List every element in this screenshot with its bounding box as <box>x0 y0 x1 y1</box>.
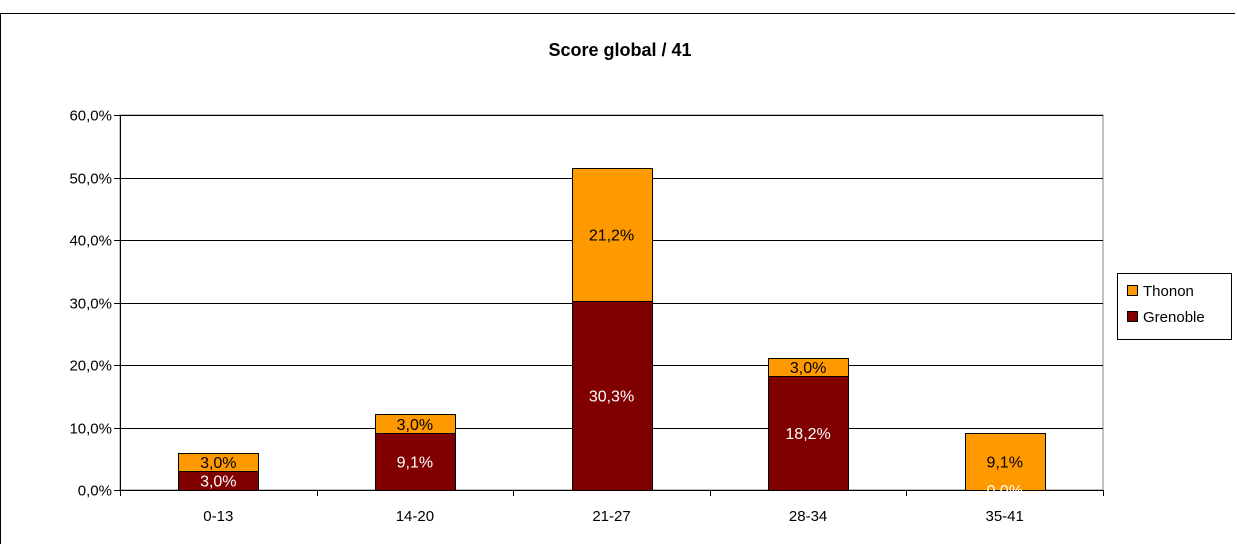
data-label-thonon: 9,1% <box>986 455 1022 472</box>
x-tick-label: 21-27 <box>592 508 630 525</box>
legend-swatch-thonon <box>1127 285 1138 296</box>
x-tick-label: 35-41 <box>986 508 1024 525</box>
bar-thonon <box>965 433 1046 491</box>
bar-thonon <box>375 414 456 434</box>
y-tick-label: 30,0% <box>69 296 112 313</box>
bar-thonon <box>572 168 653 302</box>
bar-thonon <box>178 453 259 472</box>
y-tick-label: 20,0% <box>69 358 112 375</box>
y-tick-label: 0,0% <box>78 483 112 500</box>
chart-title: Score global / 41 <box>548 40 691 60</box>
data-label-thonon: 21,2% <box>589 227 634 244</box>
axis-layer: 0,0% 10,0% 20,0% 30,0% 40,0% 50,0% 60,0% 0-13 14… <box>69 108 1104 525</box>
label-layer: 3,0% 3,0% 9,1% 3,0% 30,3% 21,2% 18,2% 3,0% 0,0% 9… <box>200 227 1023 500</box>
legend-swatch-grenoble <box>1127 311 1138 322</box>
data-label-thonon: 3,0% <box>200 455 236 472</box>
data-label-thonon: 3,0% <box>790 360 826 377</box>
y-tick-label: 50,0% <box>69 171 112 188</box>
bar-grenoble <box>572 301 653 491</box>
legend-label-thonon: Thonon <box>1143 283 1194 300</box>
data-label-grenoble: 18,2% <box>785 426 830 443</box>
y-tick-label: 60,0% <box>69 108 112 125</box>
y-tick-label: 40,0% <box>69 233 112 250</box>
legend: Thonon Grenoble <box>1117 273 1232 340</box>
legend-box <box>1117 273 1232 340</box>
x-tick-label: 28-34 <box>789 508 827 525</box>
bar-thonon <box>768 358 849 377</box>
data-label-grenoble: 9,1% <box>397 455 433 472</box>
data-label-thonon: 3,0% <box>397 417 433 434</box>
bar-grenoble <box>768 376 849 491</box>
data-label-grenoble: 30,3% <box>589 388 634 405</box>
legend-label-grenoble: Grenoble <box>1143 309 1205 326</box>
data-label-grenoble: 3,0% <box>200 474 236 491</box>
data-label-grenoble: 0,0% <box>986 483 1022 500</box>
bar-layer <box>178 168 1046 491</box>
x-tick-label: 0-13 <box>203 508 233 525</box>
bar-grenoble <box>375 433 456 491</box>
x-tick-label: 14-20 <box>396 508 434 525</box>
y-tick-label: 10,0% <box>69 421 112 438</box>
